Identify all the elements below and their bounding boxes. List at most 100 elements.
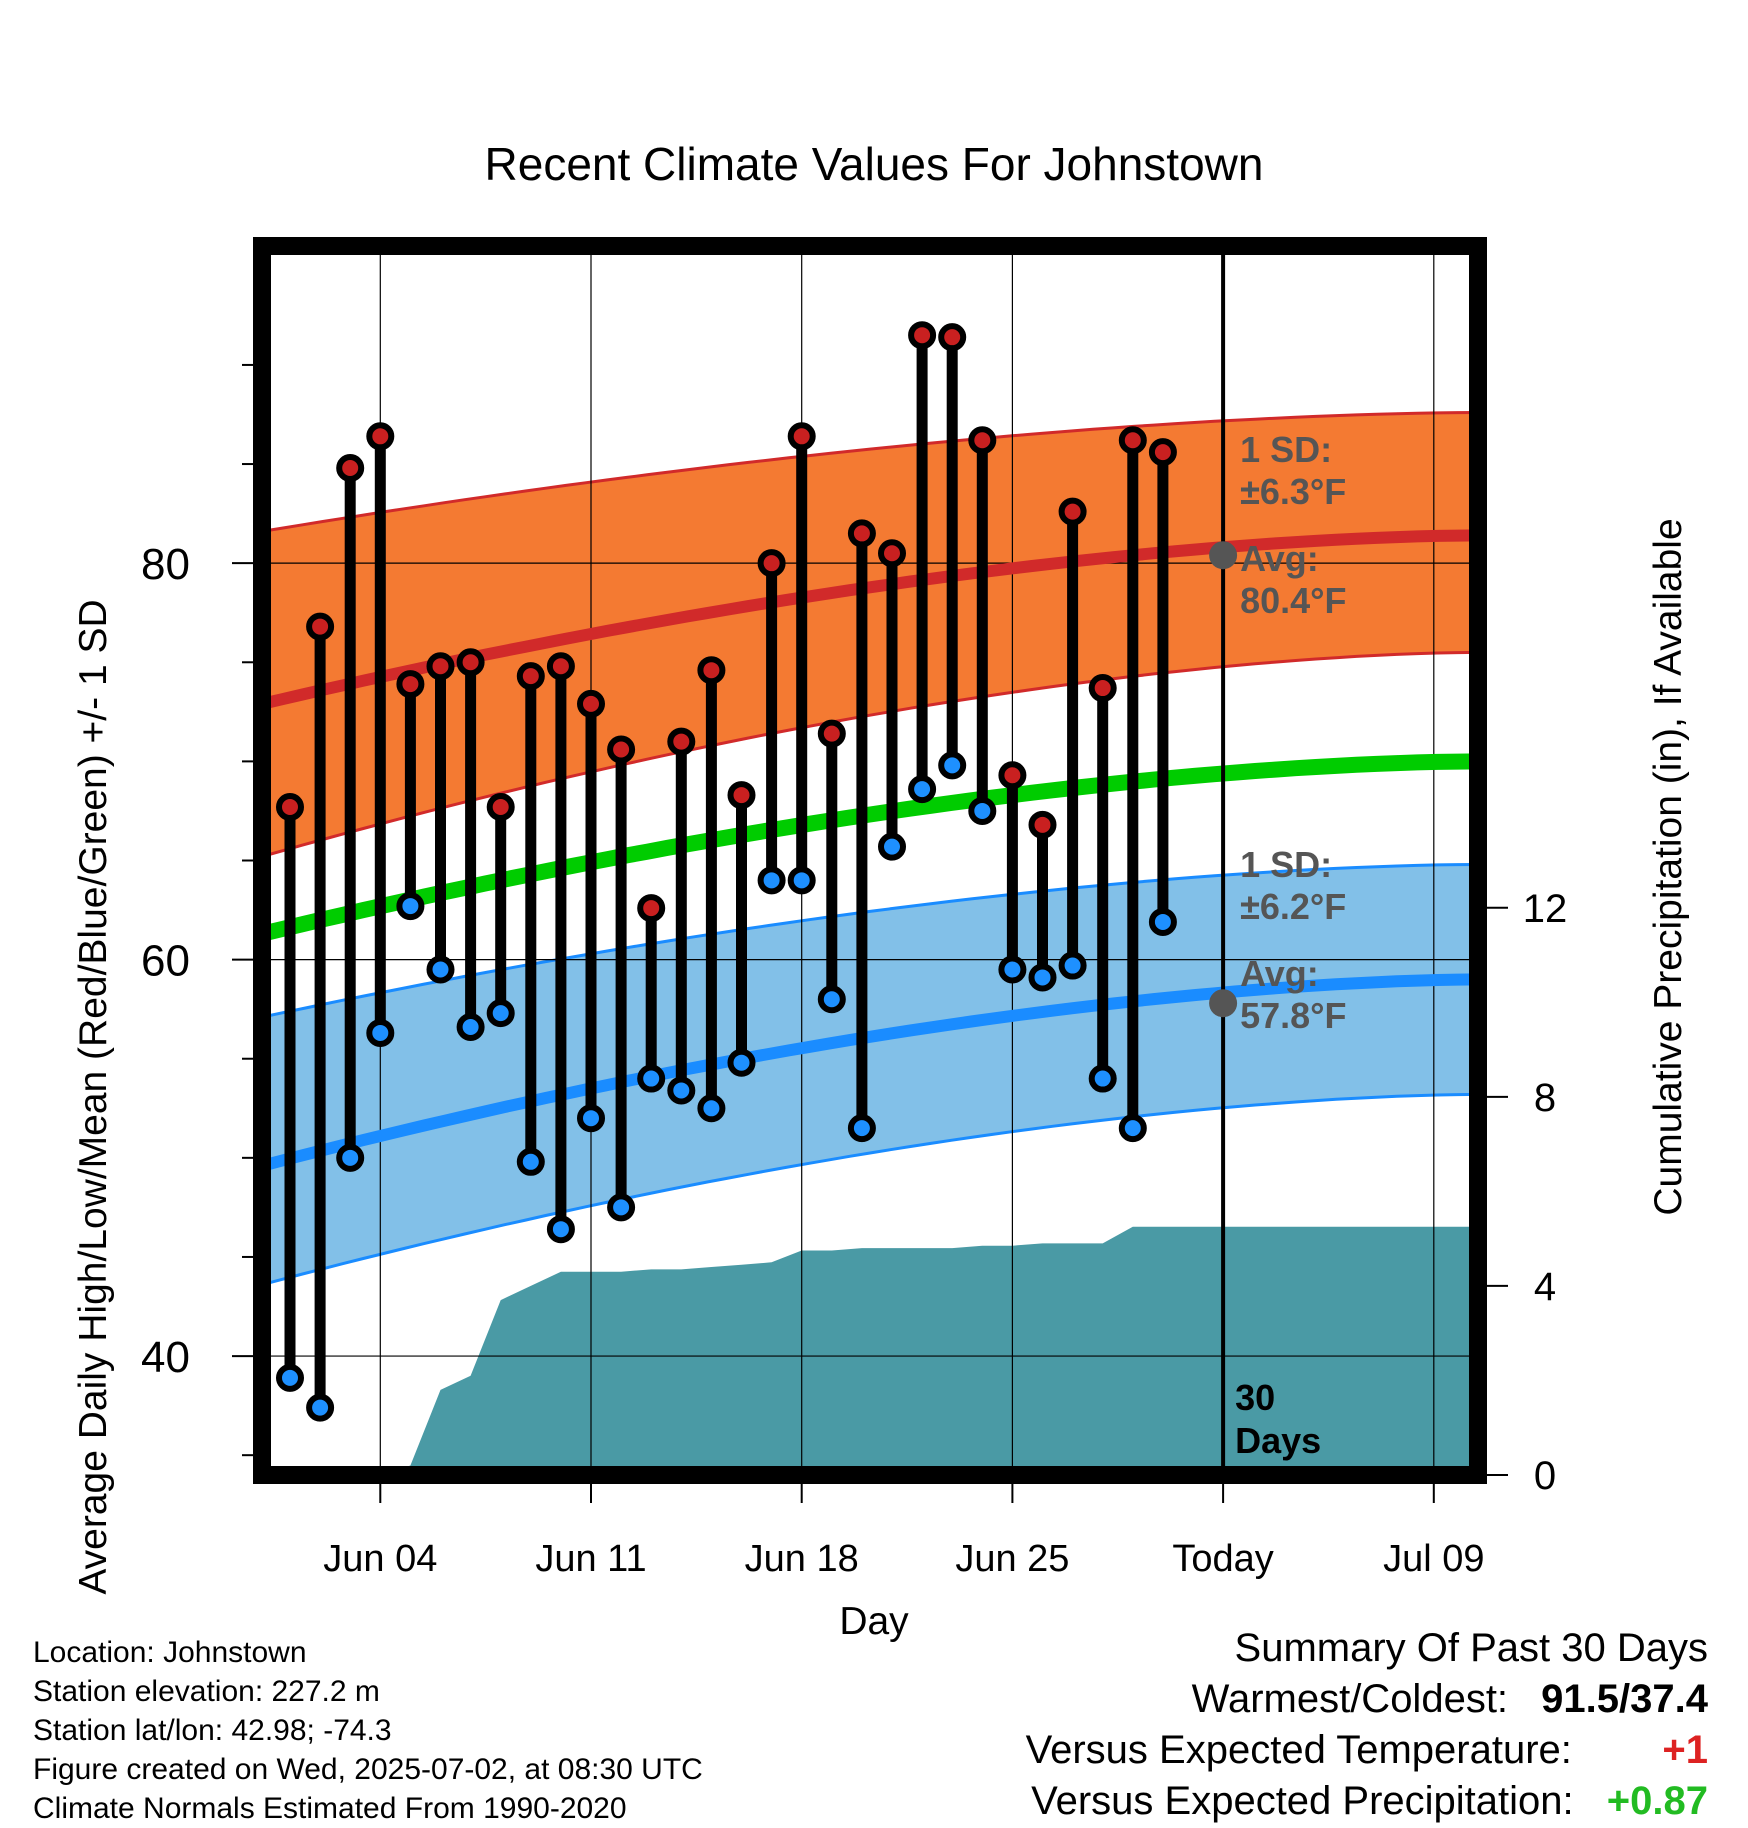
chart-title: Recent Climate Values For Johnstown	[485, 138, 1264, 190]
daily-high-point	[1088, 674, 1117, 703]
daily-high-point	[908, 321, 937, 350]
high-avg-annotation-line: Avg:	[1240, 538, 1319, 579]
daily-high-point	[1118, 426, 1147, 455]
daily-high-point	[847, 519, 876, 548]
daily-high-point	[1148, 438, 1177, 467]
daily-low-point	[1148, 907, 1177, 936]
daily-low-point	[1058, 951, 1087, 980]
summary-panel: Summary Of Past 30 Days Warmest/Coldest:…	[1026, 1623, 1708, 1827]
daily-high-point	[306, 612, 335, 641]
daily-high-point	[577, 689, 605, 718]
daily-low-point	[697, 1094, 726, 1123]
x-tick-label: Jun 18	[745, 1538, 859, 1580]
daily-high-point	[396, 670, 425, 699]
high-sd-band-upper-edge	[261, 411, 1479, 533]
elevation-text: Station elevation: 227.2 m	[33, 1675, 380, 1708]
daily-low-point	[938, 751, 967, 780]
low-sd-band-lower-edge	[261, 1092, 1479, 1287]
high-sd-band-lower-edge	[261, 650, 1479, 858]
daily-low-point	[276, 1363, 304, 1392]
daily-high-point	[486, 792, 515, 821]
low-sd-annotation-line: 1 SD:	[1240, 844, 1332, 885]
low-avg-annotation-line: Avg:	[1240, 953, 1319, 994]
x-tick-label: Today	[1172, 1538, 1273, 1580]
x-axis-label: Day	[839, 1600, 909, 1643]
daily-high-point	[787, 422, 816, 451]
high-today-avg-marker	[1209, 541, 1238, 570]
normals-text: Climate Normals Estimated From 1990-2020	[33, 1792, 627, 1825]
daily-high-point	[757, 549, 786, 578]
precip-label: Versus Expected Precipitation:	[1031, 1779, 1574, 1823]
y2-tick-label: 0	[1534, 1454, 1556, 1498]
daily-low-point	[336, 1143, 365, 1172]
today-days-word: Days	[1235, 1420, 1321, 1461]
daily-high-point	[938, 323, 967, 352]
summary-precip-row: Versus Expected Precipitation: +0.87	[1026, 1776, 1708, 1827]
daily-high-point	[336, 454, 365, 483]
warmest-label: Warmest/Coldest:	[1191, 1677, 1509, 1721]
low-avg-line	[260, 973, 1479, 1172]
daily-low-point	[1088, 1064, 1117, 1093]
daily-low-point	[1118, 1114, 1147, 1143]
created-text: Figure created on Wed, 2025-07-02, at 08…	[33, 1753, 703, 1786]
daily-low-point	[577, 1104, 605, 1133]
daily-low-point	[306, 1393, 335, 1422]
daily-low-point	[486, 999, 515, 1028]
daily-high-point	[878, 539, 906, 568]
summary-warmest-row: Warmest/Coldest: 91.5/37.4	[1026, 1674, 1708, 1725]
daily-high-point	[968, 426, 997, 455]
daily-high-point	[998, 761, 1027, 790]
daily-high-point	[727, 781, 756, 810]
precip-layer	[290, 1226, 1478, 1475]
daily-low-point	[847, 1114, 876, 1143]
low-sd-band-upper-edge	[261, 863, 1479, 1019]
high-avg-annotation-line: 80.4°F	[1240, 580, 1346, 621]
cumulative-precip-area	[290, 1226, 1478, 1475]
daily-high-point	[697, 656, 726, 685]
x-tick-label: Jun 11	[535, 1538, 646, 1580]
daily-low-point	[968, 796, 997, 825]
y-tick-label: 40	[141, 1333, 190, 1382]
daily-low-point	[546, 1215, 575, 1244]
summary-temp-row: Versus Expected Temperature: +1	[1026, 1725, 1708, 1776]
x-tick-label: Jun 25	[955, 1538, 1069, 1580]
low-sd-annotation-line: ±6.2°F	[1240, 886, 1346, 927]
station-info: Location: Johnstown Station elevation: 2…	[33, 1633, 703, 1828]
summary-title: Summary Of Past 30 Days	[1234, 1626, 1708, 1670]
y-tick-label: 60	[141, 937, 190, 986]
low-today-avg-marker	[1209, 989, 1238, 1018]
daily-high-point	[456, 648, 485, 677]
x-tick-label: Jul 09	[1383, 1538, 1484, 1580]
daily-high-point	[817, 719, 846, 748]
y2-tick-label: 8	[1534, 1076, 1556, 1120]
daily-high-point	[366, 422, 395, 451]
daily-high-point	[426, 652, 455, 681]
daily-low-point	[516, 1147, 545, 1176]
warmest-value: 91.5/37.4	[1541, 1677, 1708, 1721]
daily-low-point	[607, 1193, 636, 1222]
y2-axis-label: Cumulative Precipitation (in), If Availa…	[1647, 518, 1690, 1215]
mean-avg-line	[260, 753, 1479, 942]
daily-low-point	[396, 892, 425, 921]
daily-low-point	[998, 955, 1027, 984]
plot-frame	[253, 237, 1487, 1484]
daily-high-point	[667, 727, 696, 756]
ticks-layer: Jun 04 Jun 11 Jun 18 Jun 25 Today Jul 0940608…	[141, 363, 1567, 1580]
daily-low-point	[817, 985, 846, 1014]
daily-high-point	[637, 894, 666, 923]
daily-low-point	[878, 832, 906, 861]
low-avg-annotation-line: 57.8°F	[1240, 995, 1346, 1036]
daily-low-point	[727, 1048, 756, 1077]
high-sd-annotation-line: ±6.3°F	[1240, 471, 1346, 512]
daily-high-point	[1028, 810, 1057, 839]
daily-low-point	[908, 775, 937, 804]
location-text: Location: Johnstown	[33, 1636, 307, 1669]
today-days-number: 30	[1235, 1377, 1275, 1418]
daily-low-point	[787, 866, 816, 895]
bars-layer	[276, 321, 1177, 1422]
daily-low-point	[637, 1064, 666, 1093]
y-tick-label: 80	[141, 540, 190, 589]
